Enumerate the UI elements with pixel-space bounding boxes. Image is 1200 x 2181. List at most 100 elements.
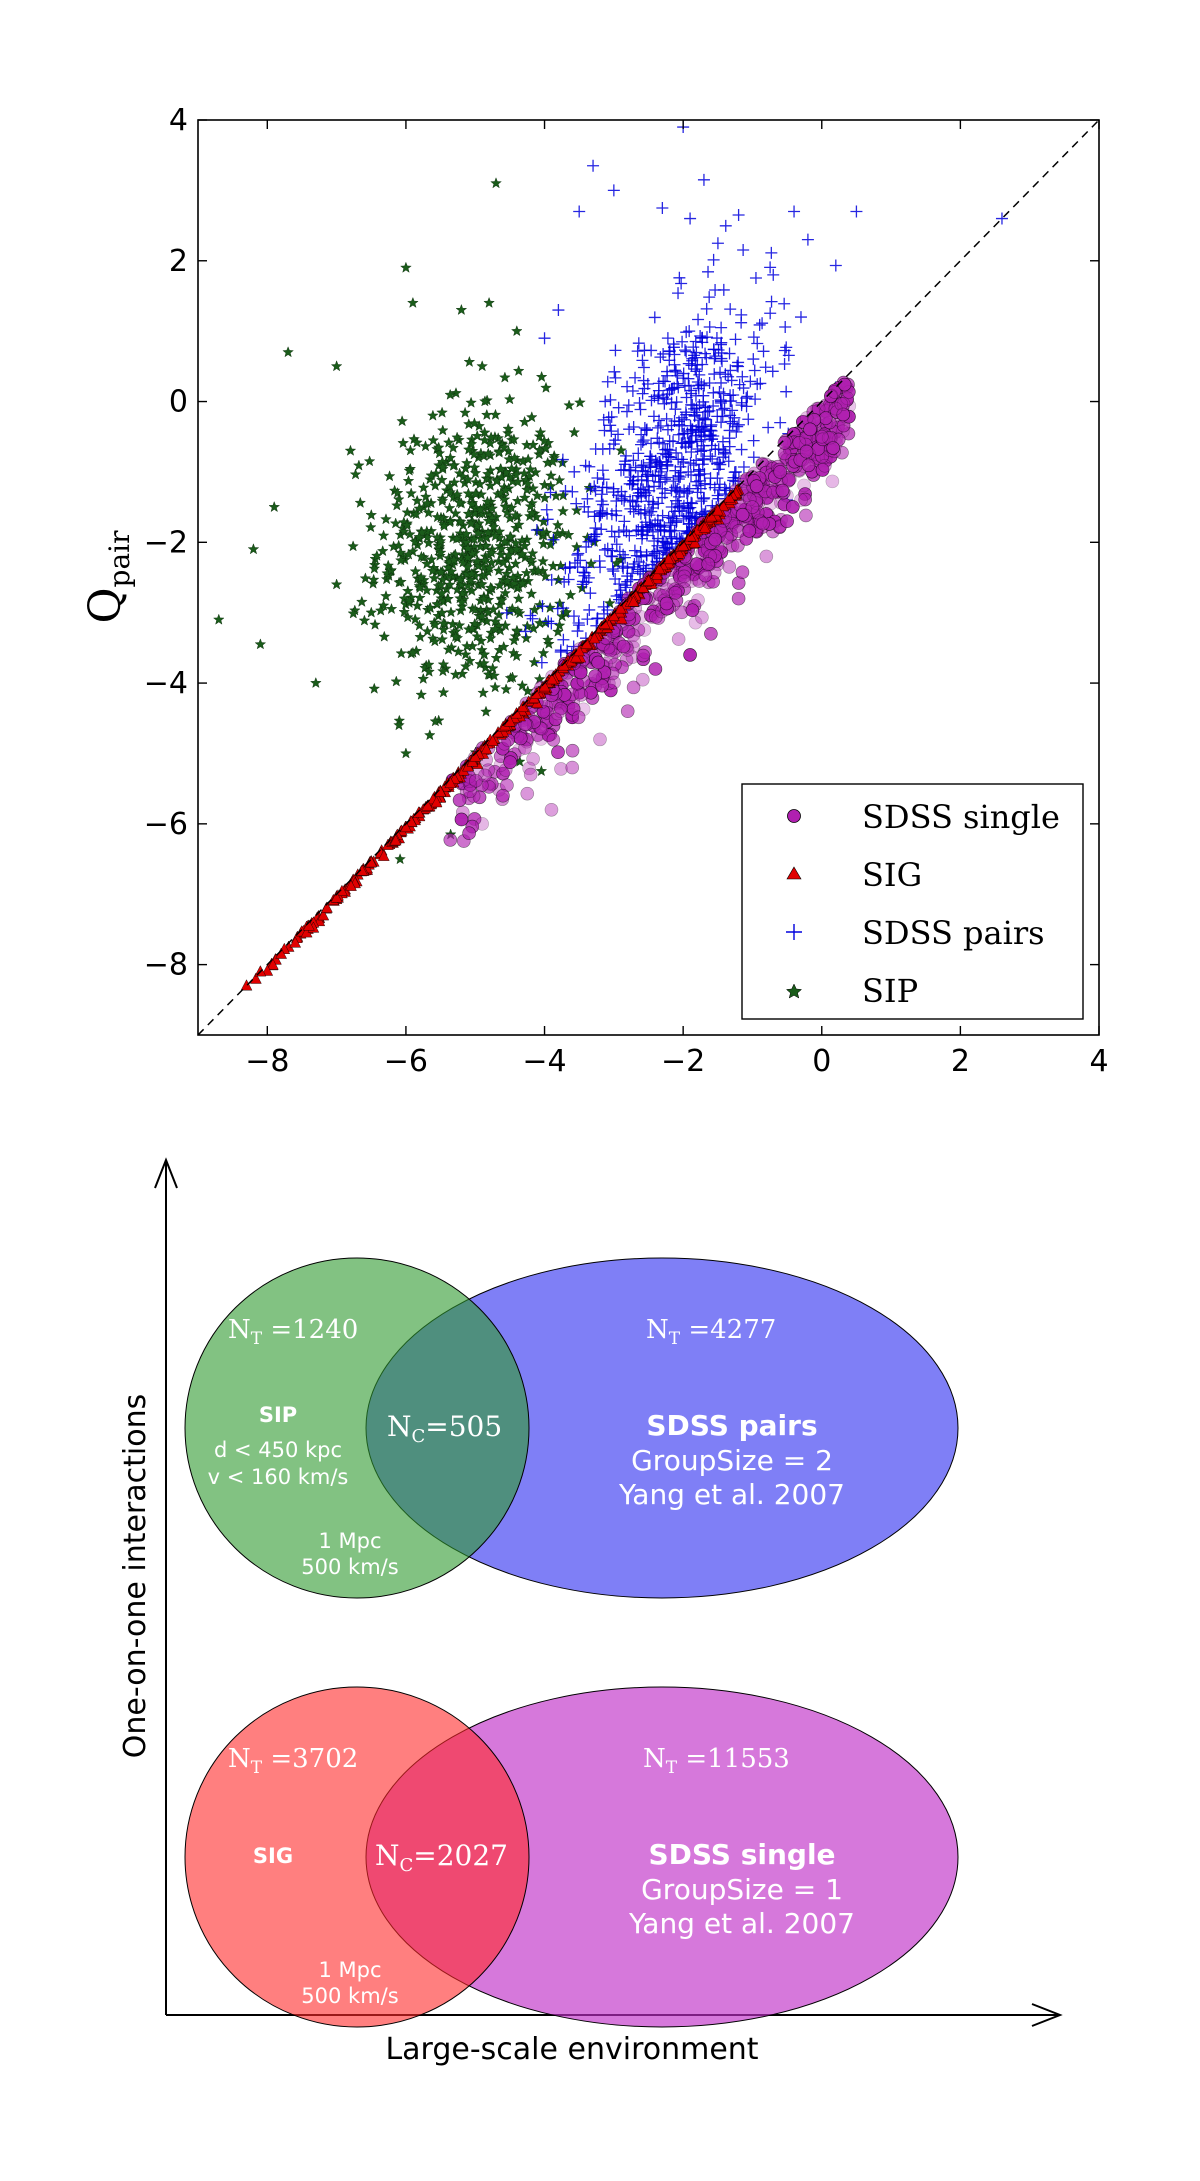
data-point-sdss-single [637,623,652,637]
data-point-sip [490,177,502,189]
data-point-sdss-pairs [766,365,779,378]
data-point-sip [468,617,481,629]
sip-title: SIP [259,1403,297,1427]
data-point-sdss-pairs [703,321,716,334]
data-point-sip [454,516,467,527]
data-point-sdss-pairs [615,485,628,498]
sip-nt-label: NT =1240 [228,1315,358,1349]
data-point-sdss-pairs [568,465,581,478]
data-point-sdss-pairs [661,332,674,345]
data-point-sig [345,879,357,891]
data-point-sdss-pairs [544,486,557,499]
data-point-sip [401,611,414,623]
data-point-sdss-pairs [581,492,594,505]
data-point-sip [485,546,498,558]
data-point-sdss-single [704,627,718,641]
data-point-sip [457,556,469,568]
data-point-sdss-pairs [536,600,549,613]
data-point-sdss-pairs [645,344,658,357]
data-point-sdss-pairs [557,633,570,646]
data-point-sip [450,532,463,544]
data-point-sip [497,640,510,652]
venn-diagram: Large-scale environment One-on-one inter… [118,1157,1063,2067]
data-point-sdss-pairs [628,557,641,570]
sip-nt-symbol: N [228,1315,251,1345]
data-point-sdss-pairs [596,498,609,511]
legend-marker-sdss-single [787,809,801,823]
data-point-sdss-pairs [780,385,793,398]
data-point-sdss-pairs [602,411,615,424]
data-point-sip [471,630,483,642]
data-point-sip [359,572,372,584]
data-point-sip [400,747,412,759]
data-point-sip [420,490,432,502]
data-point-sdss-pairs [632,503,645,516]
data-point-sig [492,726,504,738]
data-point-sdss-pairs [667,475,680,488]
data-point-sip [491,475,503,487]
data-point-sdss-pairs [729,333,742,346]
data-point-sdss-pairs [647,545,660,558]
data-point-sip [444,480,456,492]
data-point-sip [436,495,449,507]
data-point-sip [466,622,478,634]
data-point-sdss-pairs [767,268,780,281]
sig-limit-velocity: 500 km/s [301,1984,398,2008]
data-point-sip [449,630,462,642]
data-point-sdss-single [626,680,641,695]
data-point-sdss-pairs [671,482,684,495]
data-point-sdss-pairs [538,332,551,345]
data-point-sip [423,665,435,677]
data-point-sip [414,591,426,603]
data-point-sdss-pairs [765,246,778,259]
data-point-sdss-single [452,793,467,807]
data-point-sdss-single [649,610,663,624]
data-point-sip [511,325,523,337]
data-point-sdss-single [588,669,602,683]
data-point-sdss-pairs [691,486,704,499]
data-point-sip [462,542,474,554]
data-point-sip [478,648,491,660]
data-point-sip [368,682,381,694]
data-point-sdss-pairs [571,548,584,561]
data-point-sip [392,539,405,551]
data-point-sig [317,909,330,921]
data-point-sdss-pairs [690,346,703,359]
data-point-sig [289,936,302,948]
data-point-sdss-pairs [724,395,737,408]
data-point-sip [462,473,474,485]
data-point-sdss-pairs [850,205,863,218]
data-point-sip [436,406,448,418]
data-point-sdss-pairs [682,485,695,498]
data-point-sip [437,623,450,635]
data-point-sip [358,614,371,626]
data-point-sip [447,618,459,630]
data-point-sdss-pairs [608,365,621,378]
data-point-sip [452,645,465,657]
data-point-sdss-pairs [669,505,682,518]
data-point-sig [377,849,390,861]
legend-label-sip: SIP [862,972,918,1010]
data-point-sip [411,599,424,611]
data-point-sdss-pairs [571,625,584,638]
data-point-sip [444,578,456,590]
data-point-sdss-pairs [672,428,685,441]
data-point-sip [456,587,469,599]
data-point-sdss-pairs [732,356,745,369]
data-point-sip [450,387,462,399]
data-point-sdss-single [827,385,842,399]
data-point-sdss-single [565,743,580,758]
data-point-sdss-pairs [649,469,662,482]
data-point-sdss-pairs [713,484,726,497]
data-point-sdss-pairs [688,349,701,362]
data-point-sdss-pairs [620,405,633,418]
data-point-sdss-pairs [644,450,657,463]
data-point-sdss-pairs [685,384,698,397]
data-point-sdss-pairs [648,311,661,324]
data-point-sdss-single [468,773,483,788]
sig-ellipse [184,1686,530,2028]
data-point-sdss-pairs [572,547,585,560]
data-point-sip [436,633,449,645]
data-point-sip [401,506,414,518]
data-point-sdss-pairs [647,410,660,423]
